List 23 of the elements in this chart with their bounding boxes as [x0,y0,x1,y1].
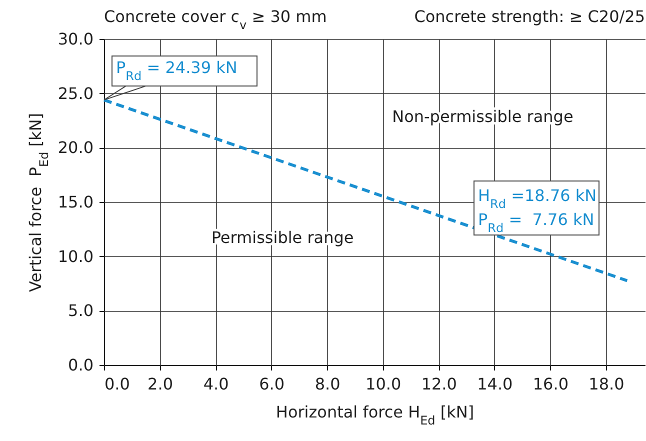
y-tick-label: 15.0 [58,192,94,212]
y-tick-label: 0.0 [68,356,94,374]
x-tick-label: 0.0 [104,374,130,394]
annotation: P$_{Rd}$ = 7.76 kN [478,210,594,235]
annotation: H$_{Rd}$ =18.76 kN [478,186,597,211]
text: Concrete cover c$_{v}$ ≥ 30 mm [104,7,327,32]
y-tick-label: 30.0 [58,30,94,48]
x-tick-label: 4.0 [203,374,229,394]
y-tick-label: 5.0 [68,301,94,320]
y-tick-label: 20.0 [58,138,94,158]
x-tick-label: 2.0 [148,374,173,394]
x-tick-label: 10.0 [366,374,402,394]
x-tick-label: 6.0 [259,374,285,394]
x-tick-label: 14.0 [477,374,513,394]
y-tick-label: 10.0 [58,246,94,266]
y-tick-label: 25.0 [58,84,94,103]
x-axis-title: Horizontal force H$_{Ed}$ [kN] [276,402,474,428]
x-tick-label: 16.0 [532,374,568,394]
x-tick-label: 8.0 [314,374,340,394]
x-tick-label: 18.0 [588,374,624,394]
x-tick-label: 12.0 [421,374,457,394]
annotation: P$_{Rd}$ = 24.39 kN [116,58,238,83]
text: Concrete strength: ≥ C20/25 [414,7,645,26]
